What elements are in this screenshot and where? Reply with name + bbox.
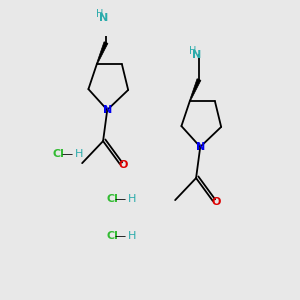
Text: H: H: [75, 149, 83, 159]
Text: O: O: [118, 160, 128, 170]
Text: H: H: [190, 46, 197, 56]
Text: H: H: [97, 9, 104, 19]
Text: H: H: [128, 231, 136, 241]
Text: —: —: [115, 194, 126, 204]
Text: Cl: Cl: [106, 231, 118, 241]
Text: —: —: [115, 231, 126, 241]
Text: N: N: [99, 13, 108, 23]
Text: N: N: [196, 142, 205, 152]
Text: Cl: Cl: [106, 194, 118, 204]
Text: Cl: Cl: [52, 149, 64, 159]
Text: —: —: [61, 149, 72, 159]
Polygon shape: [96, 42, 108, 64]
Polygon shape: [189, 79, 201, 101]
Text: H: H: [128, 194, 136, 204]
Text: O: O: [212, 197, 221, 207]
Text: N: N: [103, 105, 112, 115]
Text: N: N: [192, 50, 201, 60]
